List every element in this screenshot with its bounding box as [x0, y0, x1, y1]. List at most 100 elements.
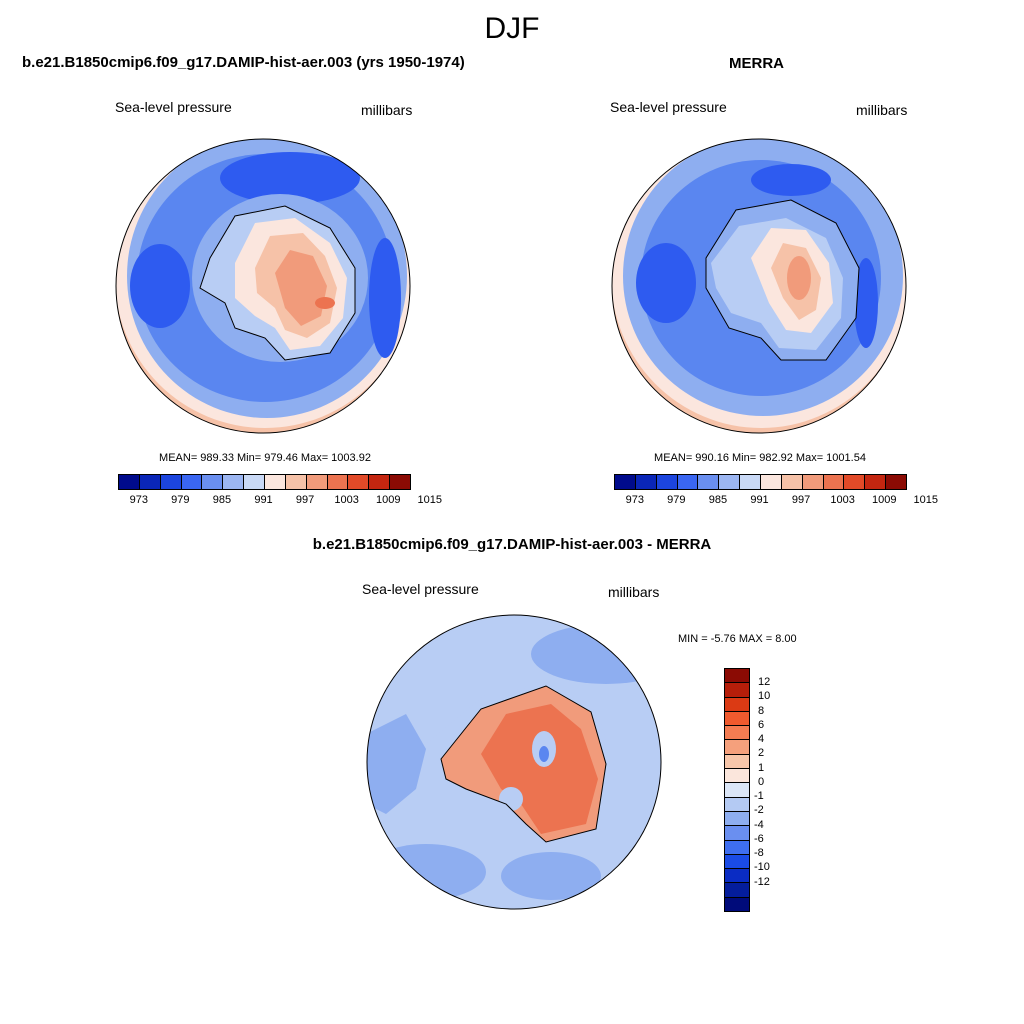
- panel-model-title: b.e21.B1850cmip6.f09_g17.DAMIP-hist-aer.…: [22, 54, 465, 71]
- map-low-east: [369, 238, 401, 358]
- colorbar-swatch-13: [886, 475, 907, 489]
- colorbar-swatch-5: [223, 475, 245, 489]
- colorbar-swatch-2: [725, 697, 749, 712]
- colorbar-swatch-6: [725, 754, 749, 770]
- colorbar-swatch-6: [740, 475, 762, 489]
- panel-diff-units: millibars: [608, 584, 660, 600]
- colorbar-label: 1: [758, 761, 765, 774]
- panel-model-variable: Sea-level pressure: [115, 99, 232, 115]
- panel-diff-title: b.e21.B1850cmip6.f09_g17.DAMIP-hist-aer.…: [312, 536, 712, 553]
- colorbar-label: -6: [754, 832, 764, 845]
- colorbar-swatch-12: [369, 475, 391, 489]
- map-low-north: [220, 152, 360, 204]
- panel-diff-stats: MIN = -5.76 MAX = 8.00: [678, 633, 797, 645]
- colorbar-swatch-9: [306, 475, 328, 489]
- colorbar-swatch-13: [725, 854, 749, 870]
- colorbar-swatch-8: [285, 475, 307, 489]
- colorbar-label: 997: [295, 494, 315, 506]
- colorbar-swatch-13: [390, 475, 411, 489]
- colorbar-label: 973: [129, 494, 148, 506]
- colorbar-swatch-0: [615, 475, 636, 489]
- colorbar-label: 991: [254, 494, 273, 506]
- colorbar-label: 1009: [871, 494, 897, 506]
- colorbar-label: 6: [758, 718, 765, 731]
- colorbar-label: 2: [758, 747, 765, 760]
- colorbar-swatch-10: [327, 475, 349, 489]
- colorbar-label: 979: [171, 494, 190, 506]
- panel-model-map: [115, 138, 411, 434]
- colorbar-swatch-4: [698, 475, 720, 489]
- panel-diff-colorbar-labels: 12 10 8 6 4 2 1 0 -1 -2 -4 -6 -8 -10 -12: [754, 668, 798, 910]
- map-low-west: [130, 244, 190, 328]
- colorbar-label: -12: [754, 875, 770, 888]
- colorbar-swatch-5: [725, 740, 749, 755]
- colorbar-label: 1015: [417, 494, 443, 506]
- colorbar-swatch-7: [761, 475, 782, 489]
- panel-diff-colorbar: [724, 668, 750, 912]
- panel-model-units: millibars: [361, 102, 413, 118]
- colorbar-swatch-8: [781, 475, 803, 489]
- colorbar-swatch-2: [656, 475, 678, 489]
- panel-obs-colorbar-labels: 973 979 985 991 997 1003 1009 1015: [614, 494, 938, 508]
- panel-diff-variable: Sea-level pressure: [362, 581, 479, 597]
- colorbar-label: 985: [212, 494, 232, 506]
- colorbar-label: -8: [754, 847, 764, 860]
- map-antarctica-peak: [275, 250, 327, 326]
- colorbar-swatch-15: [725, 883, 749, 898]
- colorbar-label: 1003: [830, 494, 855, 506]
- colorbar-swatch-14: [725, 869, 749, 884]
- colorbar-swatch-11: [844, 475, 866, 489]
- panel-obs-map: [611, 138, 907, 434]
- map-antarctica-max: [315, 297, 335, 309]
- colorbar-label: 8: [758, 704, 765, 717]
- colorbar-label: 1009: [375, 494, 401, 506]
- colorbar-swatch-7: [725, 769, 749, 784]
- colorbar-swatch-8: [725, 783, 749, 798]
- colorbar-swatch-3: [677, 475, 699, 489]
- colorbar-label: -2: [754, 804, 764, 817]
- panel-obs-variable: Sea-level pressure: [610, 99, 727, 115]
- colorbar-label: 10: [758, 690, 771, 703]
- colorbar-swatch-9: [802, 475, 824, 489]
- colorbar-label: 0: [758, 775, 765, 788]
- colorbar-swatch-11: [725, 826, 749, 841]
- colorbar-swatch-5: [719, 475, 741, 489]
- colorbar-swatch-1: [725, 683, 749, 698]
- colorbar-swatch-7: [265, 475, 286, 489]
- figure-title: DJF: [484, 12, 540, 45]
- panel-obs-stats: MEAN= 990.16 Min= 982.92 Max= 1001.54: [654, 452, 866, 464]
- colorbar-swatch-6: [244, 475, 266, 489]
- colorbar-swatch-10: [823, 475, 845, 489]
- panel-diff-map: [366, 614, 662, 910]
- colorbar-swatch-1: [139, 475, 161, 489]
- colorbar-swatch-4: [725, 726, 749, 741]
- colorbar-swatch-16: [725, 897, 749, 912]
- colorbar-swatch-0: [725, 669, 749, 684]
- colorbar-swatch-0: [119, 475, 140, 489]
- colorbar-label: 997: [791, 494, 811, 506]
- colorbar-label: 973: [625, 494, 644, 506]
- panel-model-colorbar: [118, 474, 411, 490]
- colorbar-label: -1: [754, 790, 764, 803]
- colorbar-swatch-1: [635, 475, 657, 489]
- colorbar-swatch-11: [348, 475, 370, 489]
- colorbar-swatch-9: [725, 797, 749, 812]
- panel-obs-title: MERRA: [729, 55, 784, 72]
- colorbar-label: -4: [754, 818, 764, 831]
- colorbar-swatch-2: [160, 475, 182, 489]
- colorbar-label: 1003: [334, 494, 359, 506]
- colorbar-label: 985: [708, 494, 728, 506]
- colorbar-swatch-10: [725, 811, 749, 827]
- colorbar-label: 991: [750, 494, 769, 506]
- panel-obs-colorbar: [614, 474, 907, 490]
- colorbar-label: 4: [758, 733, 765, 746]
- colorbar-label: -10: [754, 861, 770, 874]
- colorbar-swatch-12: [725, 840, 749, 855]
- colorbar-swatch-3: [181, 475, 203, 489]
- panel-model-colorbar-labels: 973 979 985 991 997 1003 1009 1015: [118, 494, 442, 508]
- colorbar-swatch-12: [865, 475, 887, 489]
- panel-obs-units: millibars: [856, 102, 908, 118]
- colorbar-label: 12: [758, 676, 771, 689]
- colorbar-swatch-4: [202, 475, 224, 489]
- map-coastline: [199, 205, 356, 361]
